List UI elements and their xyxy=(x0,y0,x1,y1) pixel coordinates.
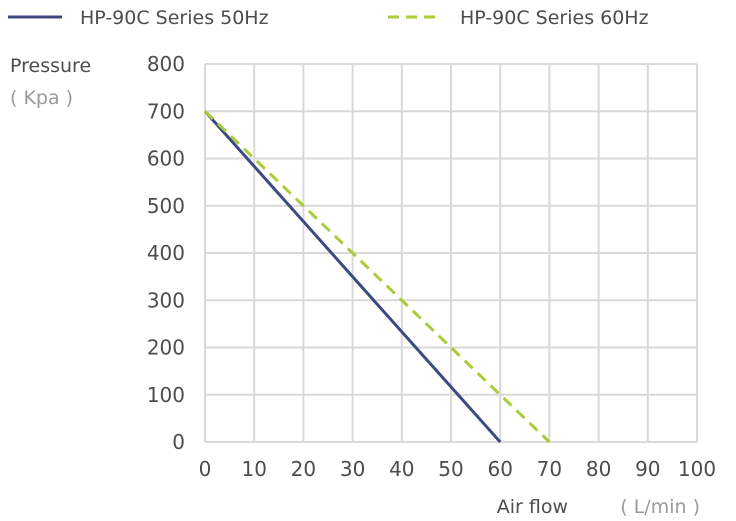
x-tick-label: 20 xyxy=(291,457,316,481)
x-tick-label: 40 xyxy=(389,457,414,481)
y-axis-ticks: 0 100 200 300 400 500 600 700 800 xyxy=(147,52,185,454)
legend: HP-90C Series 50Hz HP-90C Series 60Hz xyxy=(8,7,649,29)
x-axis-ticks: 0 10 20 30 40 50 60 70 80 90 100 xyxy=(199,457,716,481)
x-axis-label: Air flow xyxy=(497,496,568,518)
y-tick-label: 0 xyxy=(172,430,185,454)
series-line-2 xyxy=(203,110,551,444)
y-tick-label: 600 xyxy=(147,147,185,171)
y-tick-label: 500 xyxy=(147,194,185,218)
y-tick-label: 300 xyxy=(147,288,185,312)
x-tick-label: 50 xyxy=(438,457,463,481)
series-line-1 xyxy=(203,110,502,443)
y-tick-label: 800 xyxy=(147,52,185,76)
x-tick-label: 0 xyxy=(199,457,212,481)
legend-label-1: HP-90C Series 50Hz xyxy=(80,7,269,29)
x-tick-label: 100 xyxy=(678,457,716,481)
y-axis-unit: ( Kpa ) xyxy=(10,87,73,109)
y-tick-label: 400 xyxy=(147,241,185,265)
y-tick-label: 700 xyxy=(147,99,185,123)
x-tick-label: 90 xyxy=(635,457,660,481)
x-axis-unit: ( L/min ) xyxy=(620,496,700,518)
chart-grid xyxy=(204,63,698,443)
x-tick-label: 70 xyxy=(537,457,562,481)
y-tick-label: 100 xyxy=(147,383,185,407)
y-axis-label: Pressure xyxy=(10,55,91,77)
x-tick-label: 60 xyxy=(487,457,512,481)
y-tick-label: 200 xyxy=(147,336,185,360)
legend-label-2: HP-90C Series 60Hz xyxy=(460,7,649,29)
x-tick-label: 10 xyxy=(241,457,266,481)
x-tick-label: 30 xyxy=(340,457,365,481)
chart-series xyxy=(203,110,551,444)
x-tick-label: 80 xyxy=(586,457,611,481)
